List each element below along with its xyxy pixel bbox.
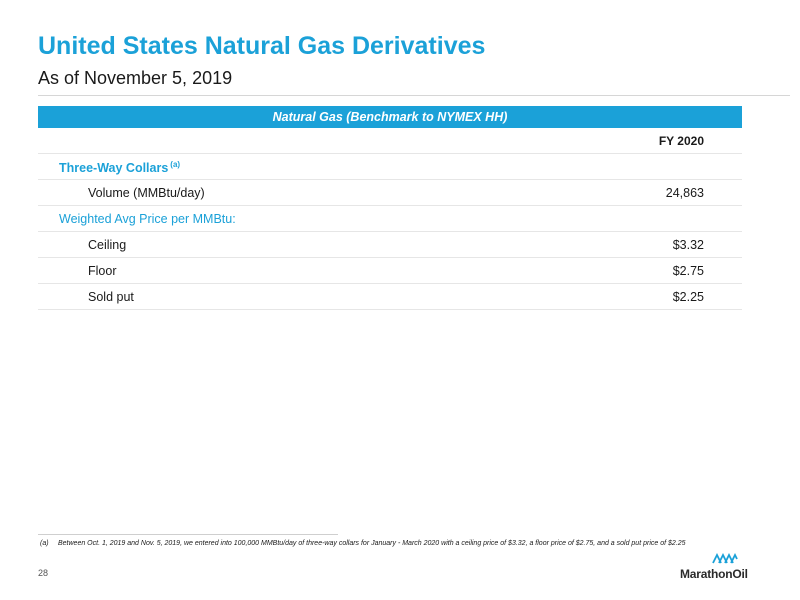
section-label: Three-Way Collars (a) bbox=[59, 160, 181, 176]
page-title: United States Natural Gas Derivatives bbox=[38, 32, 486, 60]
row-value: $2.25 bbox=[672, 290, 704, 304]
row-label: Floor bbox=[88, 264, 117, 278]
table-row: Volume (MMBtu/day) 24,863 bbox=[38, 180, 742, 206]
logo-wordmark: MarathonOil bbox=[680, 567, 748, 581]
footnote-divider bbox=[38, 534, 338, 535]
logo-chevron-icon bbox=[712, 553, 738, 564]
row-label: Ceiling bbox=[88, 238, 127, 252]
footnote-marker: (a) bbox=[40, 540, 49, 547]
table-row: Ceiling $3.32 bbox=[38, 232, 742, 258]
footnote-marker: (a) bbox=[170, 160, 181, 169]
row-value: $3.32 bbox=[672, 238, 704, 252]
page-subtitle: As of November 5, 2019 bbox=[38, 68, 233, 88]
table-band-title: Natural Gas (Benchmark to NYMEX HH) bbox=[38, 106, 742, 128]
table-row: Floor $2.75 bbox=[38, 258, 742, 284]
header-divider bbox=[38, 95, 790, 96]
row-label: Sold put bbox=[88, 290, 134, 304]
table-header-row: FY 2020 bbox=[38, 128, 742, 154]
derivatives-table: Natural Gas (Benchmark to NYMEX HH) FY 2… bbox=[38, 106, 742, 310]
section-header-weighted-avg-price: Weighted Avg Price per MMBtu: bbox=[38, 206, 742, 232]
row-label: Volume (MMBtu/day) bbox=[88, 186, 205, 200]
table-row: Sold put $2.25 bbox=[38, 284, 742, 310]
footnote-text: Between Oct. 1, 2019 and Nov. 5, 2019, w… bbox=[58, 540, 686, 547]
page-number: 28 bbox=[38, 568, 49, 578]
section-label: Weighted Avg Price per MMBtu: bbox=[59, 212, 236, 226]
row-value: $2.75 bbox=[672, 264, 704, 278]
column-header-fy2020: FY 2020 bbox=[658, 134, 704, 148]
section-header-three-way-collars: Three-Way Collars (a) bbox=[38, 154, 742, 180]
row-value: 24,863 bbox=[665, 186, 704, 200]
footnote: (a) Between Oct. 1, 2019 and Nov. 5, 201… bbox=[40, 539, 698, 549]
marathon-oil-logo: MarathonOil bbox=[680, 553, 760, 583]
